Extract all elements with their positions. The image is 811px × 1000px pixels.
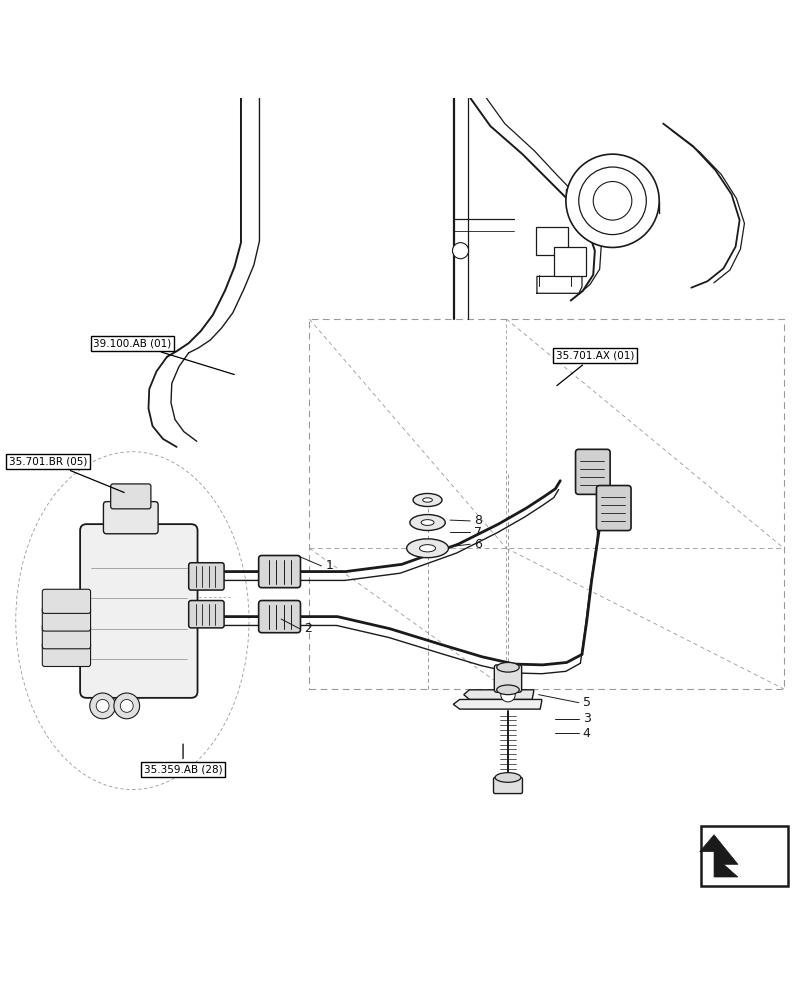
FancyBboxPatch shape: [259, 601, 300, 633]
Polygon shape: [453, 699, 541, 709]
Ellipse shape: [413, 493, 441, 507]
Ellipse shape: [495, 773, 520, 782]
Ellipse shape: [419, 545, 435, 552]
FancyBboxPatch shape: [535, 227, 568, 255]
Ellipse shape: [496, 662, 518, 672]
Text: 3: 3: [582, 712, 590, 725]
FancyBboxPatch shape: [80, 524, 197, 698]
Circle shape: [565, 154, 659, 247]
Ellipse shape: [406, 539, 448, 558]
Circle shape: [114, 693, 139, 719]
Text: 4: 4: [582, 727, 590, 740]
FancyBboxPatch shape: [596, 486, 630, 531]
Ellipse shape: [496, 685, 518, 695]
Circle shape: [90, 693, 115, 719]
Bar: [700, 826, 787, 886]
FancyBboxPatch shape: [103, 502, 158, 534]
Text: 7: 7: [474, 526, 482, 539]
Polygon shape: [699, 835, 737, 877]
Circle shape: [500, 687, 515, 702]
Ellipse shape: [15, 452, 249, 790]
Circle shape: [120, 699, 133, 712]
FancyBboxPatch shape: [42, 625, 91, 649]
Polygon shape: [463, 690, 533, 699]
Text: 39.100.AB (01): 39.100.AB (01): [93, 338, 234, 375]
FancyBboxPatch shape: [259, 555, 300, 588]
Text: 6: 6: [474, 538, 482, 551]
FancyBboxPatch shape: [42, 642, 91, 666]
FancyBboxPatch shape: [110, 484, 151, 509]
FancyBboxPatch shape: [553, 247, 586, 276]
Text: 1: 1: [325, 559, 333, 572]
Text: 8: 8: [474, 514, 482, 527]
Text: 35.701.BR (05): 35.701.BR (05): [9, 456, 124, 493]
FancyBboxPatch shape: [42, 589, 91, 613]
Circle shape: [452, 243, 468, 259]
Circle shape: [578, 167, 646, 235]
Circle shape: [96, 699, 109, 712]
FancyBboxPatch shape: [493, 777, 521, 794]
Ellipse shape: [423, 498, 431, 502]
Text: 35.701.AX (01): 35.701.AX (01): [555, 350, 633, 386]
FancyBboxPatch shape: [575, 449, 609, 494]
Ellipse shape: [410, 515, 444, 530]
FancyBboxPatch shape: [188, 563, 224, 590]
FancyBboxPatch shape: [494, 665, 521, 692]
Text: 2: 2: [303, 622, 311, 635]
Circle shape: [593, 182, 631, 220]
Text: 35.359.AB (28): 35.359.AB (28): [144, 744, 222, 774]
Ellipse shape: [421, 520, 433, 525]
FancyBboxPatch shape: [188, 601, 224, 628]
Text: 5: 5: [582, 696, 590, 709]
FancyBboxPatch shape: [42, 607, 91, 631]
